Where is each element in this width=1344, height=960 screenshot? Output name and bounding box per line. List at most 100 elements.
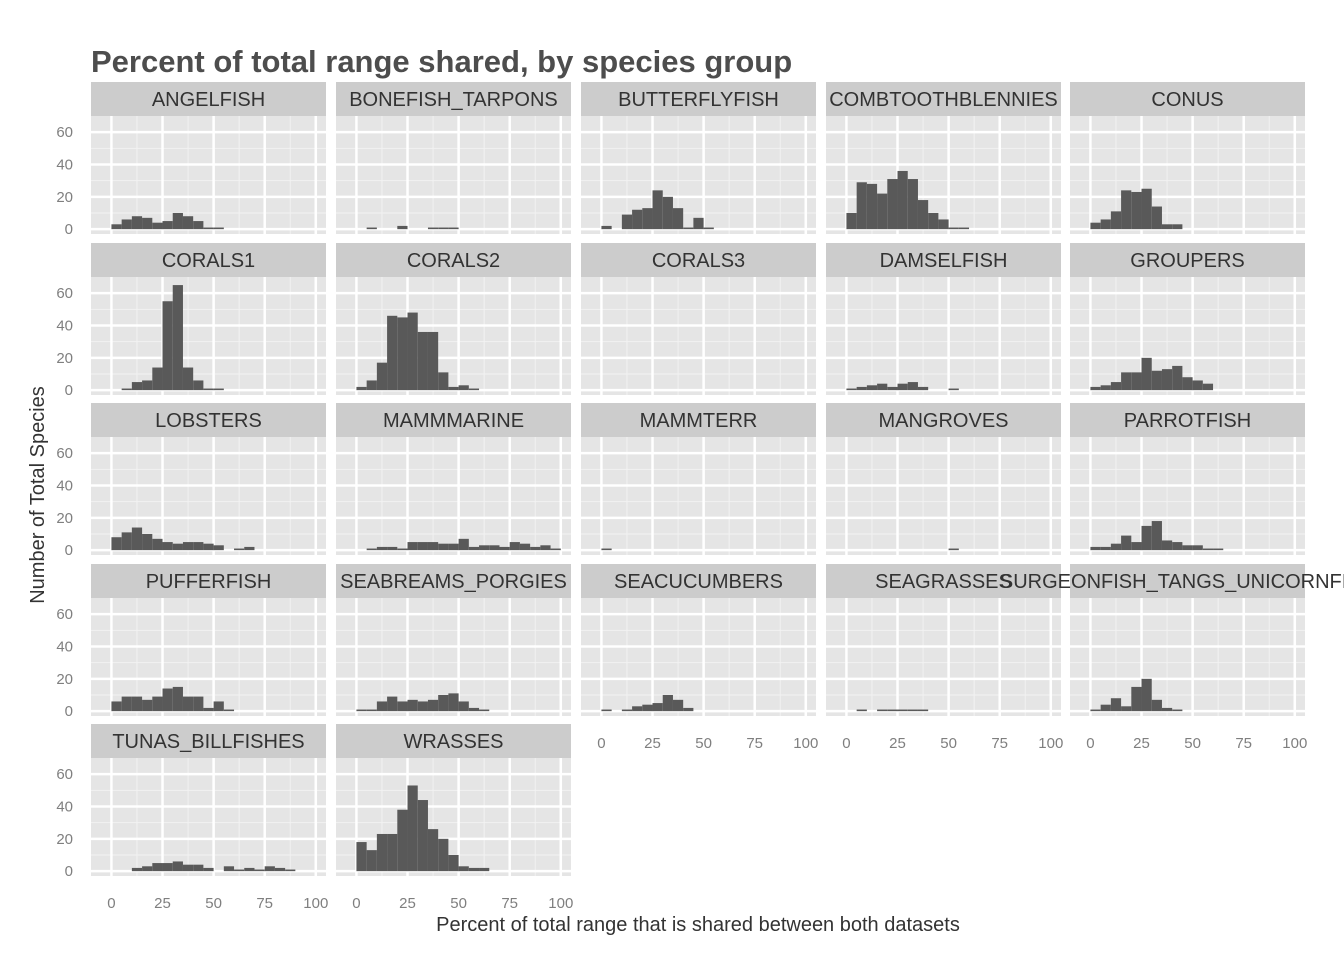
histogram-bar [642, 208, 653, 230]
histogram-bar [142, 380, 153, 391]
facet-plot-area: 0 20 40 60 [56, 598, 326, 720]
histogram-bar [1202, 548, 1214, 551]
facet-strip-label: SEABREAMS_PORGIES [340, 571, 567, 593]
histogram-bar [131, 867, 143, 872]
facet-panel: ANGELFISH 0 20 40 60 [56, 82, 326, 238]
facet-panel: GROUPERS [1070, 243, 1305, 395]
histogram-bar [1141, 188, 1152, 230]
plot-background [91, 277, 326, 395]
x-tick-label: 25 [644, 735, 661, 752]
histogram-bar [131, 382, 143, 391]
histogram-bar [1213, 548, 1224, 551]
plot-background [826, 277, 1061, 395]
facet-strip: CORALS3 [581, 243, 816, 277]
y-tick-label: 60 [56, 445, 73, 462]
histogram-bar [448, 386, 459, 391]
histogram-bar [530, 546, 541, 551]
histogram-bar [479, 545, 490, 551]
histogram-bar [417, 542, 428, 551]
histogram-bar [193, 864, 204, 872]
facet-panel: DAMSELFISH [826, 243, 1061, 395]
histogram-bar [172, 861, 183, 872]
y-tick-label: 40 [56, 477, 73, 494]
panels-layer: ANGELFISH 0 20 40 60 BONEFISH_TARPONS BUTTERFL… [56, 82, 1344, 912]
histogram-bar [1100, 219, 1111, 230]
histogram-bar [448, 227, 459, 230]
histogram-bar [917, 709, 929, 712]
facet-strip-background [91, 403, 326, 437]
facet-plot-area [336, 437, 571, 555]
histogram-bar [407, 699, 418, 712]
histogram-bar [448, 854, 459, 872]
histogram-bar [142, 866, 153, 872]
facet-strip-label: BUTTERFLYFISH [618, 89, 779, 111]
histogram-bar [407, 542, 418, 551]
facet-strip-label: COMBTOOTHBLENNIES [829, 89, 1058, 111]
histogram-bar [213, 388, 224, 391]
histogram-bar [121, 219, 132, 230]
histogram-bar [468, 707, 480, 712]
histogram-bar [131, 216, 143, 230]
histogram-bar [1110, 543, 1122, 551]
histogram-bar [458, 866, 469, 872]
histogram-bar [172, 686, 183, 712]
facet-strip-label: MANGROVES [878, 410, 1008, 432]
histogram-bar [407, 312, 418, 391]
histogram-bar [948, 548, 959, 551]
y-tick-label: 0 [65, 703, 73, 720]
facet-strip-label: SURGEONFISH_TANGS_UNICORNFISH [1000, 571, 1344, 593]
facet-strip-background [91, 724, 326, 758]
y-tick-label: 40 [56, 638, 73, 655]
y-tick-label: 20 [56, 350, 73, 367]
facet-strip-label: MAMMMARINE [383, 410, 524, 432]
facet-strip-label: SEAGRASSES [875, 571, 1012, 593]
histogram-bar [1100, 704, 1111, 712]
facet-strip-background [336, 564, 571, 598]
histogram-bar [1121, 372, 1132, 391]
histogram-bar [366, 548, 377, 551]
histogram-bar [366, 227, 377, 230]
facet-panel: TUNAS_BILLFISHES 0 20 40 60 0 25 50 75 100 [56, 724, 328, 912]
y-tick-label: 20 [56, 510, 73, 527]
facet-strip: CONUS [1070, 82, 1305, 116]
histogram-bar [928, 212, 939, 230]
facet-strip: TUNAS_BILLFISHES [91, 724, 326, 758]
histogram-bar [1090, 386, 1101, 391]
plot-background [581, 437, 816, 555]
plot-background [826, 598, 1061, 716]
histogram-bar [438, 543, 449, 551]
histogram-bar [877, 193, 888, 230]
y-tick-label: 20 [56, 671, 73, 688]
histogram-bar [438, 694, 449, 712]
histogram-bar [1131, 191, 1142, 230]
histogram-bar [1141, 678, 1152, 712]
histogram-bar [274, 867, 286, 872]
y-tick-label: 0 [65, 382, 73, 399]
histogram-bar [1121, 706, 1132, 712]
x-axis-title: Percent of total range that is shared be… [436, 914, 960, 936]
histogram-bar [1151, 699, 1162, 712]
histogram-bar [897, 170, 908, 230]
histogram-bar [907, 709, 918, 712]
histogram-bar [1161, 369, 1173, 391]
histogram-bar [499, 546, 510, 551]
x-tick-label: 0 [352, 895, 360, 912]
facet-strip: SEABREAMS_PORGIES [336, 564, 571, 598]
histogram-bar [1121, 190, 1132, 230]
histogram-bar [376, 362, 388, 391]
histogram-bar [621, 709, 633, 712]
histogram-bar [356, 842, 367, 872]
histogram-bar [642, 704, 653, 712]
facet-strip: ANGELFISH [91, 82, 326, 116]
histogram-bar [693, 217, 704, 230]
histogram-bar [397, 317, 408, 391]
facet-strip: MAMMTERR [581, 403, 816, 437]
y-tick-label: 40 [56, 798, 73, 815]
histogram-bar [846, 212, 857, 230]
histogram-bar [213, 227, 224, 230]
facet-plot-area [581, 437, 816, 555]
x-tick-label: 75 [746, 735, 763, 752]
facet-strip: MAMMMARINE [336, 403, 571, 437]
histogram-bar [162, 688, 173, 712]
x-tick-label: 25 [154, 895, 171, 912]
